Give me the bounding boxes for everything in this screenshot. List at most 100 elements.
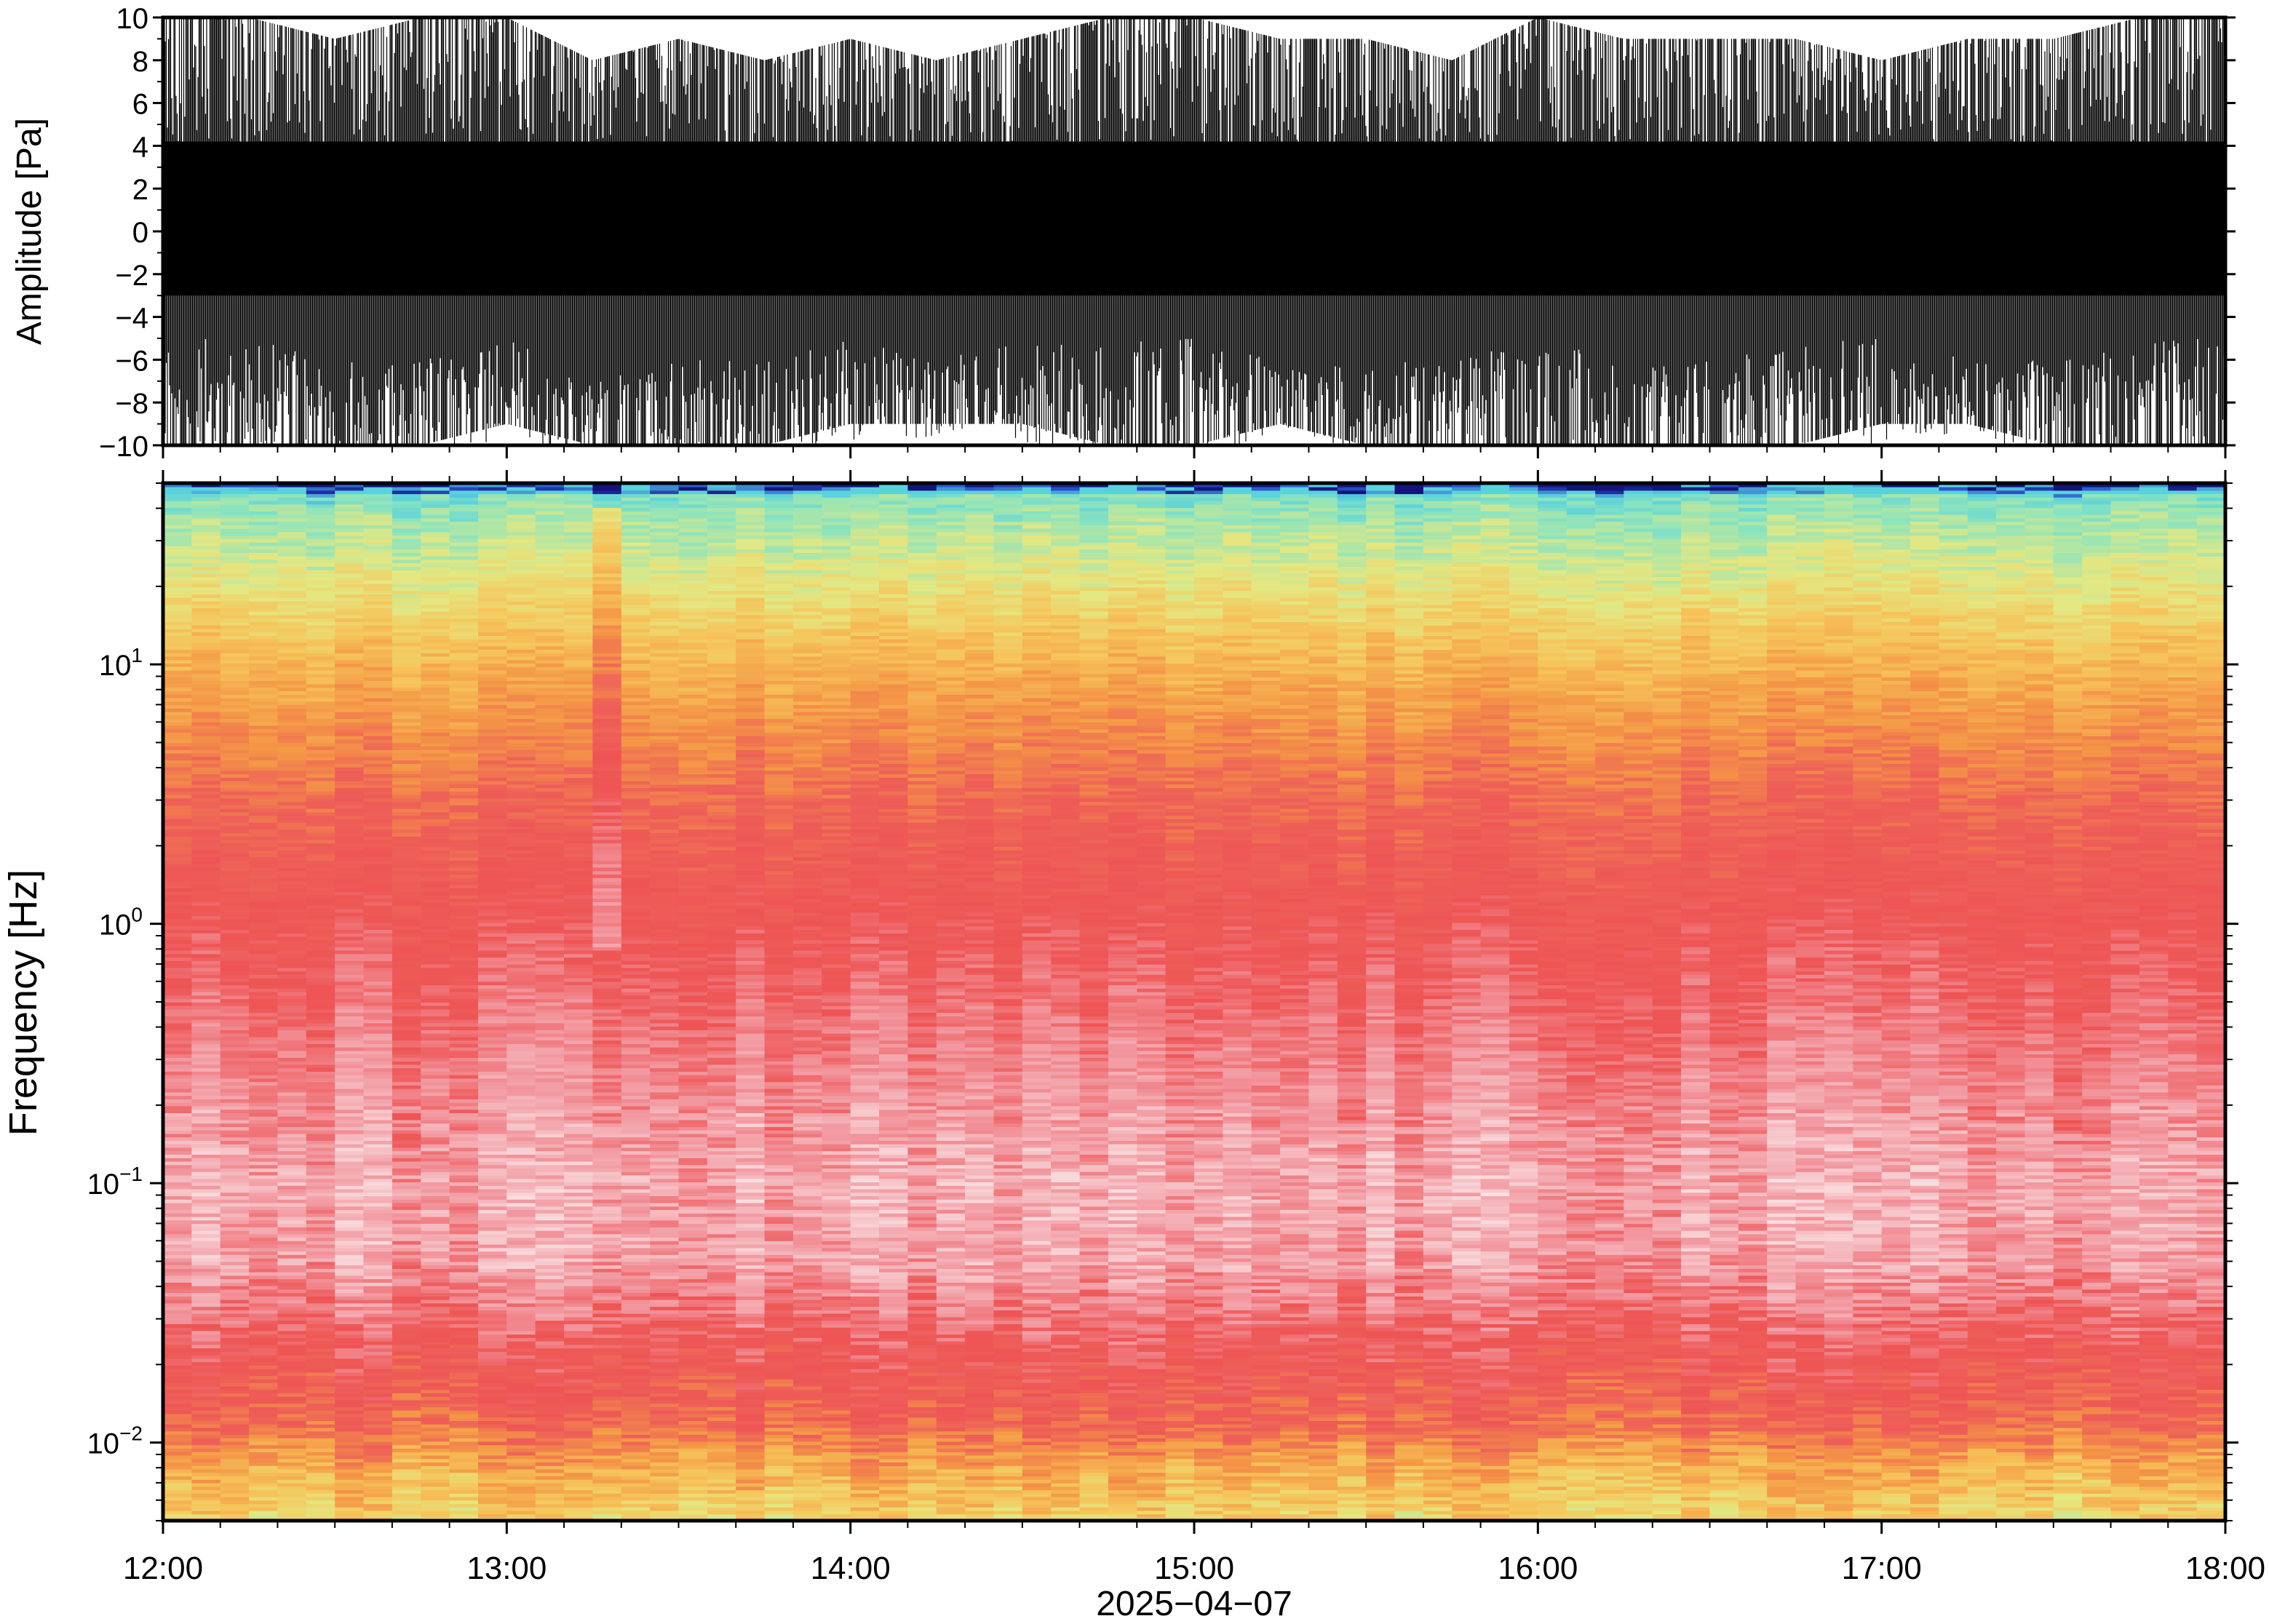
spectrogram-cell <box>249 1133 279 1138</box>
spectrogram-cell <box>191 1399 221 1404</box>
spectrogram-cell <box>220 922 250 927</box>
spectrogram-cell <box>191 984 221 989</box>
spectrogram-cell <box>421 1030 450 1034</box>
spectrogram-cell <box>249 805 279 809</box>
spectrogram-cell <box>306 936 335 941</box>
spectrogram-cell <box>592 770 622 775</box>
spectrogram-cell <box>506 1133 536 1138</box>
spectrogram-cell <box>277 977 307 982</box>
spectrogram-cell <box>535 1171 565 1176</box>
spectrogram-cell <box>191 1137 221 1141</box>
spectrogram-cell <box>421 1306 450 1310</box>
spectrogram-cell <box>421 507 450 512</box>
spectrogram-cell <box>564 632 594 636</box>
spectrogram-cell <box>506 846 536 851</box>
spectrogram-cell <box>220 835 250 840</box>
spectrogram-cell <box>392 680 422 685</box>
spectrogram-cell <box>392 614 422 619</box>
spectrogram-cell <box>306 1105 335 1110</box>
spectrogram-cell <box>592 1026 622 1030</box>
spectrogram-cell <box>421 1292 450 1297</box>
spectrogram-cell <box>564 490 594 495</box>
spectrogram-cell <box>535 608 565 612</box>
spectrogram-cell <box>335 722 365 726</box>
spectrogram-cell <box>535 1088 565 1093</box>
spectrogram-cell <box>191 1105 221 1110</box>
spectrogram-cell <box>191 722 221 726</box>
spectrogram-cell <box>506 1223 536 1227</box>
spectrogram-cell <box>506 1375 536 1380</box>
spectrogram-cell <box>191 1050 221 1055</box>
spectrogram-cell <box>163 863 193 868</box>
spectrogram-cell <box>249 1102 279 1107</box>
spectrogram-cell <box>277 1095 307 1099</box>
spectrogram-cell <box>220 998 250 1003</box>
spectrogram-cell <box>592 742 622 747</box>
spectrogram-cell <box>535 1282 565 1286</box>
spectrogram-cell <box>191 1237 221 1241</box>
spectrogram-cell <box>392 835 422 840</box>
spectrogram-cell <box>363 1486 393 1491</box>
spectrogram-cell <box>220 1133 250 1138</box>
spectrogram-cell <box>535 545 565 550</box>
spectrogram-cell <box>191 1413 221 1418</box>
spectrogram-cell <box>220 1451 250 1456</box>
spectrogram-cell <box>306 490 335 495</box>
spectrogram-cell <box>449 1500 479 1505</box>
spectrogram-cell <box>478 874 508 878</box>
spectrogram-cell <box>592 1382 622 1387</box>
spectrogram-cell <box>506 701 536 706</box>
spectrogram-cell <box>478 891 508 896</box>
spectrogram-cell <box>506 974 536 979</box>
spectrogram-cell <box>277 1427 307 1432</box>
spectrogram-cell <box>363 787 393 792</box>
spectrogram-cell <box>163 1147 193 1152</box>
spectrogram-cell <box>220 635 250 640</box>
spectrogram-cell <box>392 1202 422 1207</box>
spectrogram-cell <box>564 912 594 916</box>
spectrogram-cell <box>220 573 250 578</box>
spectrogram-cell <box>535 801 565 805</box>
spectrogram-cell <box>363 708 393 712</box>
spectrogram-cell <box>363 610 393 616</box>
spectrogram-cell <box>449 715 479 720</box>
spectrogram-cell <box>449 888 479 892</box>
spectrogram-cell <box>363 874 393 878</box>
spectrogram-cell <box>392 984 422 989</box>
spectrogram-cell <box>163 1399 193 1404</box>
spectrogram-cell <box>249 1413 279 1418</box>
spectrogram-cell <box>392 1247 422 1252</box>
spectrogram-cell <box>363 704 393 709</box>
spectrogram-cell <box>220 853 250 858</box>
spectrogram-cell <box>220 490 250 495</box>
spectrogram-cell <box>535 1036 565 1041</box>
spectrogram-cell <box>306 732 335 736</box>
spectrogram-cell <box>564 1324 594 1328</box>
spectrogram-cell <box>163 780 193 785</box>
spectrogram-cell <box>506 1095 536 1099</box>
spectrogram-cell <box>592 628 622 633</box>
spectrogram-cell <box>506 517 536 522</box>
spectrogram-cell <box>277 1486 307 1491</box>
spectrogram-cell <box>478 1482 508 1487</box>
spectrogram-cell <box>249 825 279 830</box>
spectrogram-cell <box>277 1185 307 1190</box>
spectrogram-cell <box>592 1444 622 1449</box>
spectrogram-cell <box>363 683 393 688</box>
spectrogram-cell <box>249 752 279 757</box>
spectrogram-cell <box>421 1185 450 1190</box>
spectrogram-cell <box>535 1365 565 1369</box>
spectrogram-cell <box>335 1154 365 1158</box>
spectrogram-cell <box>306 1223 335 1227</box>
spectrogram-cell <box>335 1032 365 1038</box>
spectrogram-cell <box>564 1157 594 1162</box>
spectrogram-cell <box>277 926 307 930</box>
spectrogram-cell <box>277 884 307 888</box>
spectrogram-cell <box>191 1334 221 1338</box>
spectrogram-cell <box>421 694 450 698</box>
spectrogram-cell <box>592 555 622 560</box>
spectrogram-cell <box>564 517 594 522</box>
spectrogram-cell <box>478 1050 508 1055</box>
spectrogram-cell <box>478 1008 508 1014</box>
spectrogram-cell <box>249 1348 279 1352</box>
